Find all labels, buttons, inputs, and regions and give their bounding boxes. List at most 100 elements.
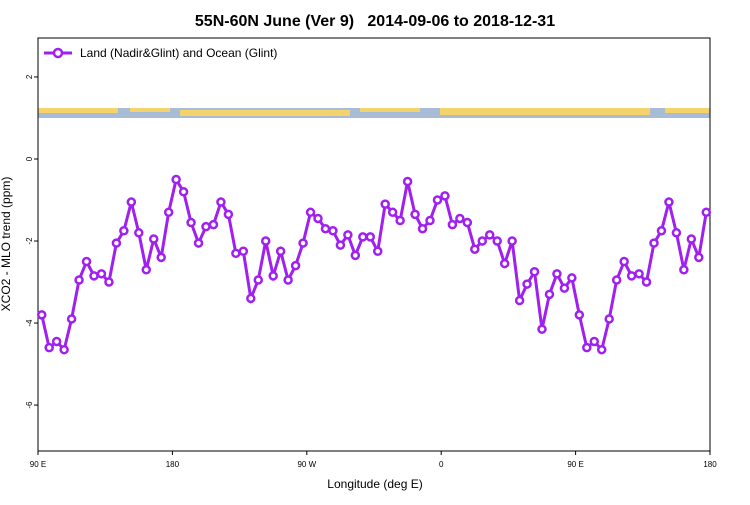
point xyxy=(641,277,652,287)
point xyxy=(507,236,517,246)
point xyxy=(634,269,644,279)
point xyxy=(358,232,368,242)
point xyxy=(679,264,689,275)
point xyxy=(66,314,77,324)
point xyxy=(350,250,361,261)
x-tick-label: 0 xyxy=(439,460,444,469)
point xyxy=(492,236,502,246)
point xyxy=(305,207,316,218)
point xyxy=(275,246,286,257)
point xyxy=(432,195,443,205)
point xyxy=(141,264,152,275)
point xyxy=(417,223,428,234)
point xyxy=(387,207,398,218)
point xyxy=(604,314,614,324)
point xyxy=(372,246,383,257)
point xyxy=(559,283,570,293)
x-tick-label: 90 W xyxy=(297,460,316,469)
point xyxy=(582,342,592,353)
point xyxy=(574,310,585,320)
point xyxy=(260,236,271,246)
point xyxy=(74,275,84,285)
point xyxy=(320,223,331,234)
point xyxy=(163,207,174,218)
point xyxy=(514,295,525,306)
point xyxy=(126,197,137,207)
point xyxy=(619,256,629,267)
point xyxy=(36,310,47,320)
x-tick-label: 180 xyxy=(703,460,717,469)
point xyxy=(395,215,405,226)
plot-frame xyxy=(37,37,711,452)
point xyxy=(59,344,69,355)
point xyxy=(544,289,555,300)
point xyxy=(567,273,577,283)
y-tick-label: -4 xyxy=(25,319,34,327)
point xyxy=(268,271,278,281)
point xyxy=(484,230,495,240)
point xyxy=(238,246,249,257)
point xyxy=(290,260,301,271)
point xyxy=(596,344,607,355)
point xyxy=(186,217,196,228)
point xyxy=(425,215,435,226)
point xyxy=(178,187,189,197)
point xyxy=(134,228,144,238)
point xyxy=(477,236,488,246)
y-tick-label: 2 xyxy=(25,74,34,79)
point xyxy=(447,219,458,230)
point xyxy=(201,221,211,232)
map-strip xyxy=(38,108,710,118)
point xyxy=(119,226,129,236)
point xyxy=(686,234,697,244)
legend-marker xyxy=(52,47,64,59)
point xyxy=(589,336,600,347)
point xyxy=(298,238,308,248)
point xyxy=(193,238,204,248)
point xyxy=(656,226,667,236)
point xyxy=(470,244,480,254)
chart-title: 55N-60N June (Ver 9) 2014-09-06 to 2018-… xyxy=(195,13,555,30)
y-tick-label: -6 xyxy=(25,401,34,409)
point xyxy=(671,228,682,238)
point xyxy=(455,213,465,224)
point xyxy=(216,197,226,207)
point xyxy=(343,230,353,240)
point xyxy=(148,234,159,244)
point xyxy=(171,174,181,185)
point xyxy=(552,269,562,279)
point xyxy=(328,226,338,236)
point xyxy=(156,252,166,263)
point xyxy=(246,293,256,304)
x-tick-label: 180 xyxy=(166,460,180,469)
point xyxy=(96,269,107,279)
point xyxy=(51,336,62,347)
series-line xyxy=(40,175,708,353)
x-axis-label: Longitude (deg E) xyxy=(327,477,422,491)
point xyxy=(402,176,413,187)
point xyxy=(380,199,390,209)
point xyxy=(537,324,547,334)
point xyxy=(626,271,637,281)
point xyxy=(701,207,712,218)
y-axis-label: XCO2 - MLO trend (ppm) xyxy=(0,177,13,312)
point xyxy=(694,252,704,263)
legend-label: Land (Nadir&Glint) and Ocean (Glint) xyxy=(80,46,277,60)
point xyxy=(649,238,659,248)
point xyxy=(208,219,219,230)
point xyxy=(253,275,264,285)
point xyxy=(283,275,293,285)
point xyxy=(365,232,376,242)
point xyxy=(335,240,346,250)
point xyxy=(313,213,323,224)
point xyxy=(223,209,234,220)
point xyxy=(231,248,241,259)
x-tick-label: 90 E xyxy=(567,460,583,469)
point xyxy=(664,197,674,207)
point xyxy=(529,267,540,277)
point xyxy=(104,277,114,287)
point xyxy=(522,279,532,289)
point xyxy=(440,191,450,201)
point xyxy=(111,238,122,248)
